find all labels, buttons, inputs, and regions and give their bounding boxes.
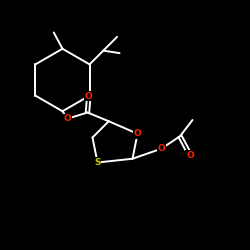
Text: S: S: [94, 158, 101, 167]
Text: O: O: [186, 150, 194, 160]
Text: O: O: [158, 144, 165, 153]
Text: O: O: [64, 114, 72, 123]
Text: O: O: [85, 92, 92, 101]
Text: O: O: [134, 129, 141, 138]
